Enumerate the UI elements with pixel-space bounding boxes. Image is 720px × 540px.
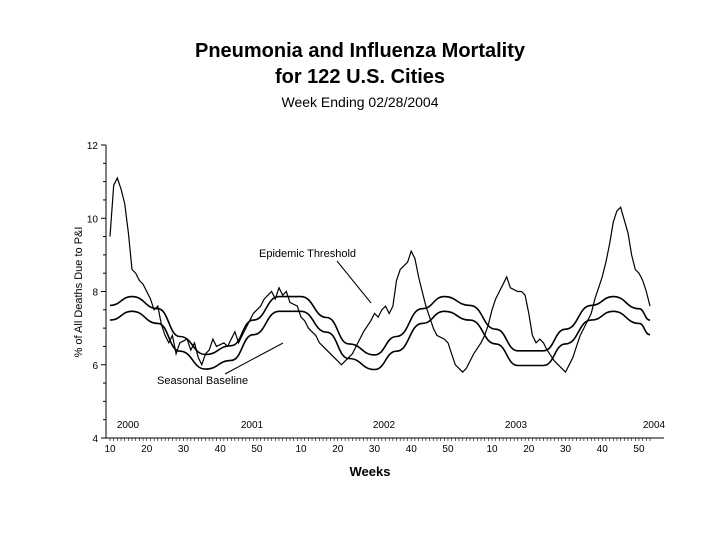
year-label-2001: 2001 bbox=[241, 420, 264, 431]
epidemic-threshold-pointer bbox=[336, 260, 372, 304]
x-tick-label: 50 bbox=[633, 444, 645, 455]
y-tick-label: 6 bbox=[92, 361, 98, 372]
x-tick-label: 30 bbox=[369, 444, 381, 455]
x-ticks: 10 20 30 40 50 10 20 30 40 50 10 20 30 40 50 bbox=[104, 438, 651, 455]
chart-subtitle: Week Ending 02/28/2004 bbox=[281, 94, 439, 110]
y-tick-label: 12 bbox=[87, 141, 99, 152]
y-tick-label: 4 bbox=[92, 434, 98, 445]
x-tick-label: 20 bbox=[332, 444, 344, 455]
year-label-2003: 2003 bbox=[505, 420, 528, 431]
seasonal-baseline-pointer bbox=[224, 342, 284, 375]
observed-pi-series bbox=[109, 176, 651, 374]
x-tick-label: 30 bbox=[178, 444, 190, 455]
epidemic-threshold-line bbox=[109, 295, 651, 356]
x-tick-label: 40 bbox=[597, 444, 609, 455]
x-tick-label: 50 bbox=[251, 444, 263, 455]
x-tick-label: 10 bbox=[295, 444, 307, 455]
chart-title-line2: for 122 U.S. Cities bbox=[274, 66, 446, 88]
x-tick-label: 20 bbox=[141, 444, 153, 455]
x-tick-label: 40 bbox=[406, 444, 418, 455]
seasonal-baseline-label: Seasonal Baseline bbox=[157, 375, 248, 387]
series-lines bbox=[109, 176, 651, 374]
x-tick-label: 10 bbox=[486, 444, 498, 455]
x-tick-label: 50 bbox=[442, 444, 454, 455]
x-tick-label: 10 bbox=[104, 444, 116, 455]
x-tick-label: 40 bbox=[215, 444, 227, 455]
x-tick-label: 20 bbox=[523, 444, 535, 455]
x-tick-label: 30 bbox=[560, 444, 572, 455]
year-label-2000: 2000 bbox=[117, 420, 140, 431]
y-tick-label: 8 bbox=[92, 288, 98, 299]
year-label-2004: 2004 bbox=[643, 420, 666, 431]
x-axis-label: Weeks bbox=[350, 464, 391, 479]
year-label-2002: 2002 bbox=[373, 420, 396, 431]
y-axis-label: % of All Deaths Due to P&I bbox=[73, 227, 85, 358]
seasonal-baseline-line bbox=[109, 310, 651, 371]
y-tick-label: 10 bbox=[87, 214, 99, 225]
epidemic-threshold-label: Epidemic Threshold bbox=[259, 248, 356, 260]
chart-title-line1: Pneumonia and Influenza Mortality bbox=[194, 40, 526, 62]
y-ticks: 4 6 8 10 12 bbox=[87, 141, 106, 445]
